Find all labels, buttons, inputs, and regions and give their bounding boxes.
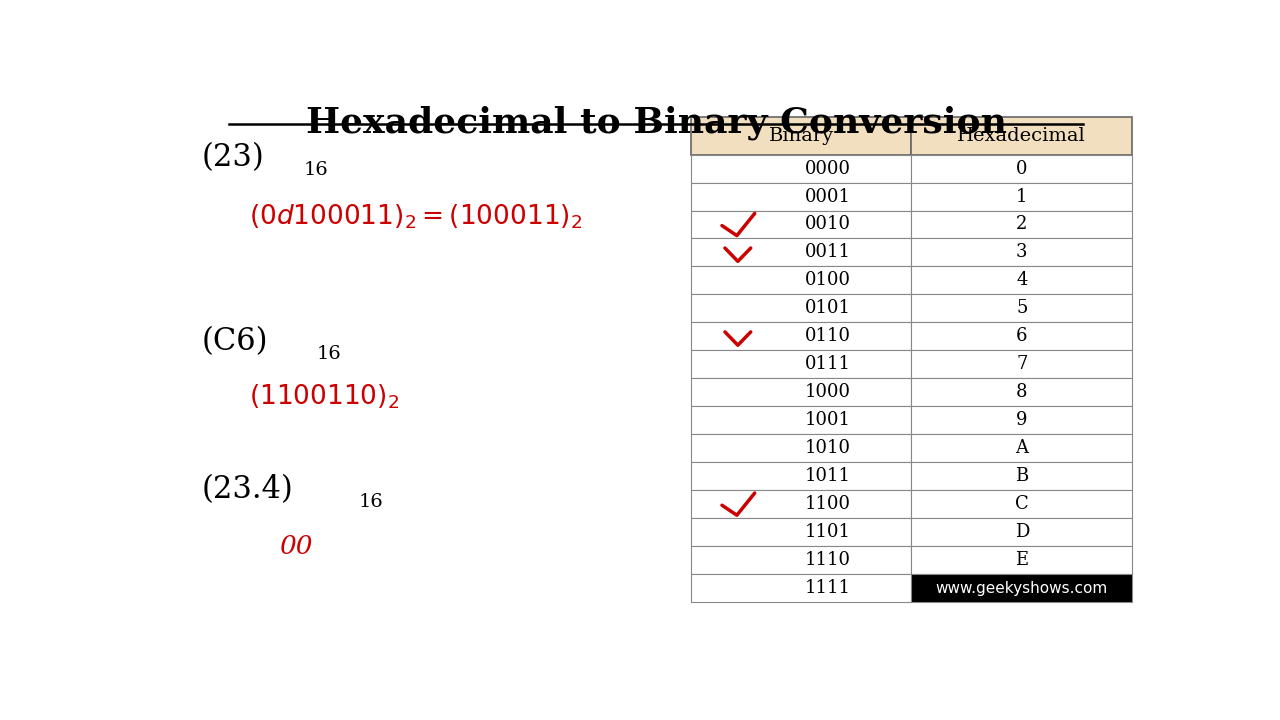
Text: Binary: Binary [768, 127, 833, 145]
Text: D: D [1015, 523, 1029, 541]
Bar [911, 155, 1133, 183]
Text: 1101: 1101 [805, 523, 851, 541]
Text: 0000: 0000 [805, 160, 851, 178]
Text: www.geekyshows.com: www.geekyshows.com [936, 580, 1108, 595]
Bar [691, 518, 911, 546]
Text: 1000: 1000 [805, 383, 851, 401]
Text: C: C [1015, 495, 1029, 513]
Bar [691, 323, 911, 351]
Text: (23.4): (23.4) [202, 474, 293, 505]
Bar [911, 266, 1133, 294]
Text: $(0d100011)_2 = (100011)_2$: $(0d100011)_2 = (100011)_2$ [250, 202, 582, 231]
Text: 1: 1 [1016, 187, 1028, 205]
Text: 6: 6 [1016, 328, 1028, 346]
Text: 5: 5 [1016, 300, 1028, 318]
Text: B: B [1015, 467, 1028, 485]
Text: 0010: 0010 [805, 215, 851, 233]
Text: 1001: 1001 [805, 411, 851, 429]
Bar [691, 378, 911, 406]
Text: $(1100110)_2$: $(1100110)_2$ [250, 382, 399, 411]
Text: 0: 0 [1016, 160, 1028, 178]
Bar [691, 210, 911, 238]
Bar [911, 294, 1133, 323]
Text: 0100: 0100 [805, 271, 851, 289]
Bar [691, 546, 911, 574]
Bar [911, 351, 1133, 378]
Text: 1111: 1111 [805, 579, 851, 597]
Text: 0111: 0111 [805, 355, 851, 373]
Text: E: E [1015, 551, 1028, 569]
Bar [911, 406, 1133, 434]
Text: 1100: 1100 [805, 495, 851, 513]
Text: 0101: 0101 [805, 300, 851, 318]
Bar [691, 434, 911, 462]
Text: 1011: 1011 [805, 467, 851, 485]
Bar [691, 155, 911, 183]
Text: Hexadecimal: Hexadecimal [957, 127, 1087, 145]
Bar [911, 238, 1133, 266]
Text: 0110: 0110 [805, 328, 851, 346]
Bar [911, 490, 1133, 518]
Bar [911, 574, 1133, 602]
Text: 16: 16 [303, 161, 329, 179]
Bar [691, 117, 911, 155]
Bar [691, 294, 911, 323]
Text: 8: 8 [1016, 383, 1028, 401]
Bar [691, 266, 911, 294]
Text: 0001: 0001 [805, 187, 851, 205]
Text: 2: 2 [1016, 215, 1028, 233]
Bar [691, 238, 911, 266]
Bar [691, 406, 911, 434]
Bar [691, 462, 911, 490]
Text: 16: 16 [358, 493, 383, 511]
Bar [911, 434, 1133, 462]
Bar [691, 490, 911, 518]
Text: 1010: 1010 [805, 439, 851, 457]
Bar [691, 183, 911, 210]
Bar [691, 351, 911, 378]
Bar [911, 518, 1133, 546]
Text: 9: 9 [1016, 411, 1028, 429]
Bar [911, 546, 1133, 574]
Text: (C6): (C6) [202, 326, 269, 357]
Bar [691, 574, 911, 602]
Text: A: A [1015, 439, 1028, 457]
Text: (23): (23) [202, 142, 265, 173]
Bar [911, 323, 1133, 351]
Text: 16: 16 [316, 345, 342, 363]
Text: 1110: 1110 [805, 551, 851, 569]
Text: 7: 7 [1016, 355, 1028, 373]
Bar [911, 117, 1133, 155]
Text: 0011: 0011 [805, 243, 851, 261]
Bar [911, 462, 1133, 490]
Bar [911, 183, 1133, 210]
Text: 3: 3 [1016, 243, 1028, 261]
Bar [911, 210, 1133, 238]
Text: 4: 4 [1016, 271, 1028, 289]
Text: Hexadecimal to Binary Conversion: Hexadecimal to Binary Conversion [306, 106, 1006, 140]
Bar [911, 378, 1133, 406]
Text: 00: 00 [279, 534, 312, 559]
